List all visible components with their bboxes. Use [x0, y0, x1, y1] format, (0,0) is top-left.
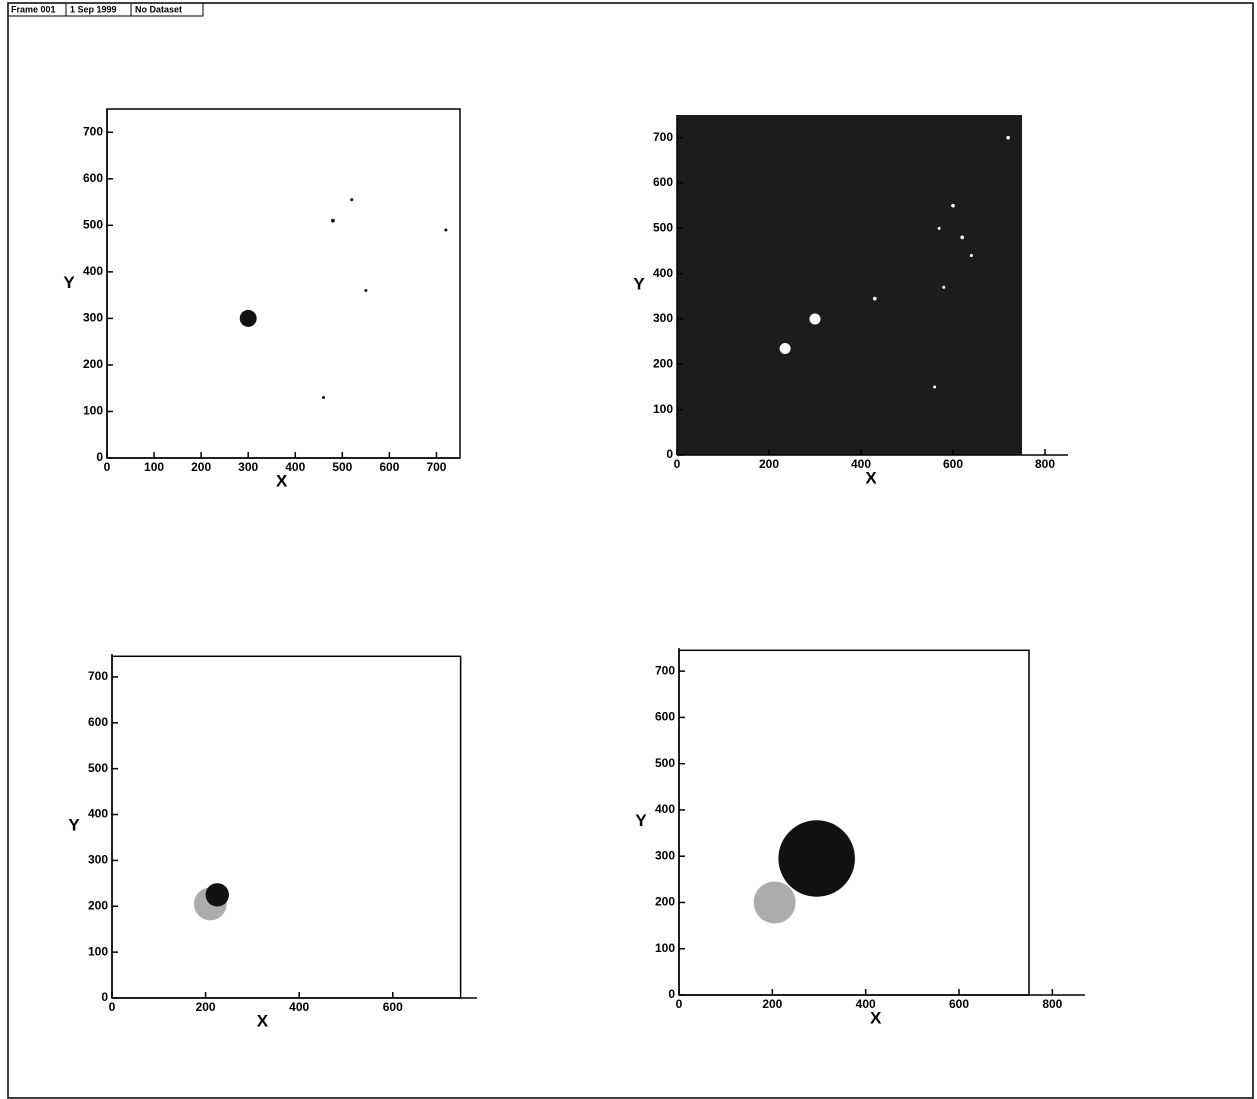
y-tick-label: 500 — [655, 756, 675, 770]
x-tick-label: 100 — [144, 460, 164, 474]
x-tick-label: 600 — [379, 460, 399, 474]
y-tick-label: 600 — [653, 175, 673, 189]
x-tick-label: 0 — [109, 1000, 116, 1014]
plot-background — [677, 115, 1022, 455]
point — [933, 385, 937, 389]
x-tick-label: 400 — [285, 460, 305, 474]
point — [778, 820, 855, 897]
y-axis-label: Y — [68, 815, 80, 834]
x-tick-label: 400 — [289, 1000, 309, 1014]
plot-frame — [106, 108, 461, 459]
x-tick-label: 500 — [332, 460, 352, 474]
point — [872, 296, 877, 301]
y-tick-label: 0 — [96, 450, 103, 464]
frame-border — [7, 2, 1254, 1099]
y-tick-label: 500 — [88, 761, 108, 775]
point — [350, 198, 354, 202]
point — [331, 218, 335, 223]
point — [942, 285, 946, 289]
y-tick-label: 600 — [655, 710, 675, 724]
point — [364, 288, 368, 292]
point — [809, 313, 821, 325]
y-tick-label: 700 — [88, 669, 108, 683]
y-tick-label: 0 — [668, 987, 675, 1001]
y-tick-label: 400 — [88, 807, 108, 821]
x-tick-label: 700 — [426, 460, 446, 474]
y-tick-label: 0 — [666, 447, 673, 461]
point — [322, 396, 326, 400]
x-tick-label: 200 — [196, 1000, 216, 1014]
point — [779, 342, 791, 354]
y-tick-label: 400 — [655, 802, 675, 816]
y-tick-label: 200 — [83, 357, 103, 371]
x-axis-label: X — [276, 471, 288, 490]
y-tick-label: 300 — [83, 311, 103, 325]
y-tick-label: 100 — [655, 941, 675, 955]
point — [444, 228, 448, 232]
header-bar — [7, 2, 204, 17]
x-axis-label: X — [865, 468, 877, 487]
x-tick-label: 600 — [383, 1000, 403, 1014]
y-tick-label: 300 — [655, 848, 675, 862]
y-tick-label: 400 — [653, 266, 673, 280]
header-frame: Frame 001 — [11, 4, 56, 14]
point — [951, 203, 955, 208]
plot-frame — [111, 655, 462, 999]
y-tick-label: 600 — [83, 171, 103, 185]
point — [239, 309, 257, 327]
x-tick-label: 0 — [104, 460, 111, 474]
point — [753, 881, 796, 924]
x-tick-label: 600 — [949, 997, 969, 1011]
y-tick-label: 600 — [88, 715, 108, 729]
x-tick-label: 200 — [759, 457, 779, 471]
y-tick-label: 500 — [83, 218, 103, 232]
x-tick-label: 200 — [191, 460, 211, 474]
point — [1006, 135, 1011, 140]
x-axis-label: X — [257, 1011, 269, 1030]
y-tick-label: 700 — [653, 130, 673, 144]
y-tick-label: 200 — [88, 898, 108, 912]
y-tick-label: 700 — [655, 663, 675, 677]
x-tick-label: 800 — [1042, 997, 1062, 1011]
y-tick-label: 700 — [83, 124, 103, 138]
plot-frame — [678, 649, 1030, 996]
y-tick-label: 400 — [83, 264, 103, 278]
x-tick-label: 200 — [762, 997, 782, 1011]
point — [937, 226, 941, 230]
y-tick-label: 200 — [653, 357, 673, 371]
x-axis-label: X — [870, 1008, 882, 1027]
x-tick-label: 300 — [238, 460, 258, 474]
y-tick-label: 300 — [653, 311, 673, 325]
y-tick-label: 0 — [101, 990, 108, 1004]
x-tick-label: 800 — [1035, 457, 1055, 471]
y-axis-label: Y — [633, 274, 645, 293]
y-tick-label: 100 — [83, 404, 103, 418]
x-tick-label: 0 — [676, 997, 683, 1011]
x-tick-label: 600 — [943, 457, 963, 471]
header-dataset: No Dataset — [135, 4, 182, 14]
header-date: 1 Sep 1999 — [70, 4, 117, 14]
x-tick-label: 400 — [856, 997, 876, 1011]
y-tick-label: 100 — [653, 402, 673, 416]
y-tick-label: 300 — [88, 853, 108, 867]
point — [960, 235, 965, 240]
point — [969, 254, 973, 258]
point — [205, 883, 229, 907]
x-tick-label: 400 — [851, 457, 871, 471]
y-axis-label: Y — [635, 811, 647, 830]
y-tick-label: 200 — [655, 895, 675, 909]
y-axis-label: Y — [63, 273, 75, 292]
x-tick-label: 0 — [674, 457, 681, 471]
y-tick-label: 500 — [653, 221, 673, 235]
y-tick-label: 100 — [88, 944, 108, 958]
point — [193, 887, 227, 921]
